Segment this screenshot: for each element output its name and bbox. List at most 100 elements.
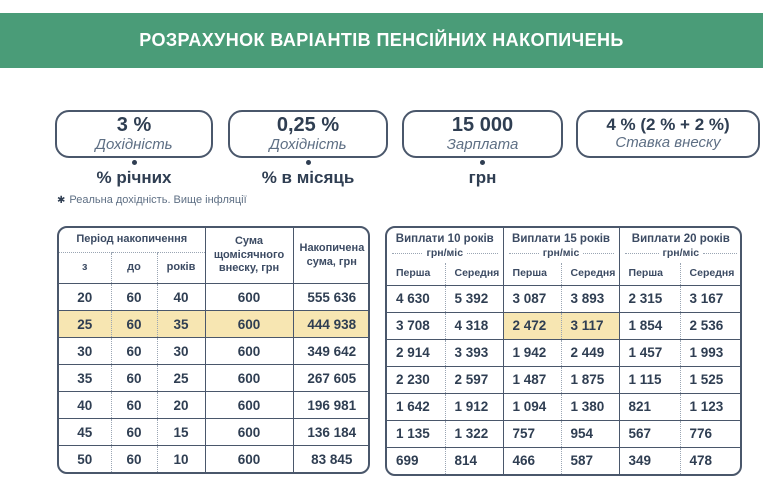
payout-cell: 2 230 [387,365,445,393]
savings-cell: 600 [204,337,293,365]
param-unit-label: грн [468,168,497,187]
payout-cell: 4 630 [387,284,445,312]
payout-cell: 1 487 [502,365,562,393]
param-unit-label: % в місяць [261,168,355,187]
savings-cell: 136 184 [292,418,368,446]
payout-cell: 1 457 [618,338,681,366]
savings-cell: 600 [204,310,293,338]
savings-cell: 35 [156,310,205,338]
savings-cell: 15 [156,418,205,446]
savings-cell: 600 [204,391,293,419]
savings-cell: 40 [156,283,205,311]
savings-cell: 25 [156,364,205,392]
asterisk-icon: ✱ [57,195,66,206]
connector-dot-icon [480,160,485,165]
payout-cell: 2 597 [444,365,504,393]
savings-cell: 60 [110,337,157,365]
table-row: 20 60 40 600 555 636 [59,283,368,311]
payout-cell: 699 [387,446,445,474]
savings-cell: 60 [110,364,157,392]
savings-col-monthly: Сума щомісячного внеску, грн [204,228,293,284]
table-row: 4 630 5 392 3 087 3 893 2 315 3 167 [387,284,740,312]
table-row: 2 914 3 393 1 942 2 449 1 457 1 993 [387,338,740,366]
payout-cell: 1 380 [560,392,620,420]
param-value: 15 000 [451,113,514,136]
payout-cell: 757 [502,419,562,447]
payouts-table: Виплати 10 років грн/міс Виплати 15 рокі… [385,226,742,476]
dotted-rule [624,253,659,255]
table-row: 699 814 466 587 349 478 [387,446,740,474]
savings-cell: 60 [110,283,157,311]
payout-group-title: Виплати 15 років [512,233,611,245]
savings-table: Період накопичення Сума щомісячного внес… [57,226,370,474]
payout-cell: 3 087 [502,284,562,312]
table-row: 1 642 1 912 1 094 1 380 821 1 123 [387,392,740,420]
savings-col-years: років [156,252,205,284]
dotted-rule [392,253,423,255]
savings-cell: 45 [59,418,111,446]
payout-cell: 821 [618,392,681,420]
payout-cell: 1 525 [679,365,740,393]
page-title: РОЗРАХУНОК ВАРІАНТІВ ПЕНСІЙНИХ НАКОПИЧЕН… [139,30,624,50]
payout-cell: 1 094 [502,392,562,420]
payout-group-unit: грн/міс [542,247,580,260]
savings-cell: 349 642 [292,337,368,365]
param-label: Дохідність [95,135,173,153]
savings-cell: 20 [156,391,205,419]
table-row: 1 135 1 322 757 954 567 776 [387,419,740,447]
payout-cell: 776 [679,419,740,447]
savings-cell: 600 [204,445,293,472]
param-label: Ставка внеску [615,134,721,152]
payout-cell: 1 875 [560,365,620,393]
savings-cell: 60 [110,418,157,446]
payout-col-first: Перша [618,262,681,285]
dotted-rule [467,253,498,255]
payout-cell: 1 123 [679,392,740,420]
payout-cell: 1 993 [679,338,740,366]
param-unit-annual: % річних [55,160,213,188]
savings-cell: 267 605 [292,364,368,392]
table-row: 3 708 4 318 2 472 3 117 1 854 2 536 [387,311,740,339]
payout-cell: 2 449 [560,338,620,366]
payout-cell: 3 708 [387,311,445,339]
dotted-rule [583,253,614,255]
payout-col-first: Перша [502,262,562,285]
param-value: 0,25 % [276,113,340,136]
payout-cell: 3 393 [444,338,504,366]
payout-group-title: Виплати 20 років [631,233,730,245]
payout-cell: 3 167 [679,284,740,312]
savings-cell: 50 [59,445,111,472]
savings-cell: 600 [204,364,293,392]
payout-cell: 2 536 [679,311,740,339]
param-box-annual-return: 3 % Дохідність [55,110,213,158]
payout-cell: 954 [560,419,620,447]
savings-cell: 25 [59,310,111,338]
payout-cell: 4 318 [444,311,504,339]
payout-cell: 1 322 [444,419,504,447]
savings-col-to: до [110,252,157,284]
savings-cell: 60 [110,391,157,419]
savings-cell: 10 [156,445,205,472]
savings-cell: 60 [110,445,157,472]
payout-cell: 814 [444,446,504,474]
payout-cell: 5 392 [444,284,504,312]
payout-cell: 1 854 [618,311,681,339]
param-unit-monthly: % в місяць [228,160,388,188]
connector-dot-icon [131,160,137,165]
payout-group-15y: Виплати 15 років грн/міс [502,228,620,263]
payout-col-avg: Середня [560,262,620,285]
payout-group-unit: грн/міс [662,247,700,260]
payout-group-10y: Виплати 10 років грн/міс [387,228,503,263]
payout-cell: 567 [618,419,681,447]
dotted-rule [508,253,539,255]
payout-col-avg: Середня [444,262,504,285]
savings-period-group-header: Період накопичення [76,233,188,246]
payout-group-20y: Виплати 20 років грн/міс [618,228,740,263]
payout-col-avg: Середня [679,262,740,285]
payout-cell-highlighted: 2 472 [502,311,562,339]
savings-cell: 30 [156,337,205,365]
table-row: 35 60 25 600 267 605 [59,364,368,392]
footnote-text: Реальна дохідність. Вище інфляції [69,194,247,206]
savings-cell: 20 [59,283,111,311]
